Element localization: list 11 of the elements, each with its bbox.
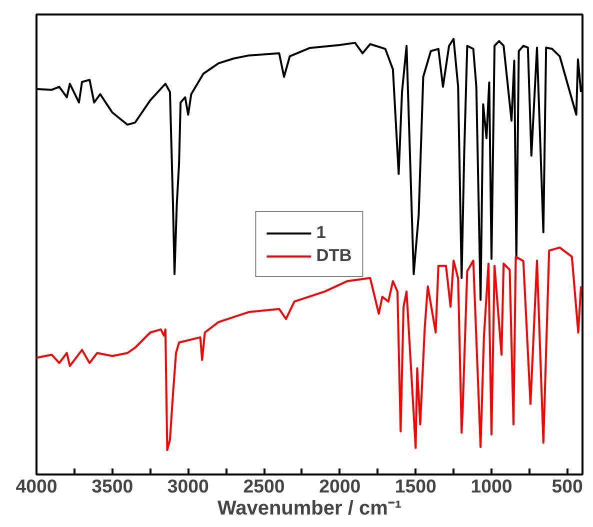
x-tick-label: 1500 [394,476,436,496]
legend-label: DTB [316,245,352,266]
x-axis-title: Wavenumber / cm⁻¹ [217,498,402,520]
x-tick-label: 3000 [167,476,209,496]
x-tick-label: 1000 [470,476,512,496]
x-tick-label: 2500 [243,476,285,496]
x-tick-label: 3500 [92,476,134,496]
legend-label: 1 [316,222,327,243]
x-tick-label: 4000 [16,476,58,496]
x-tick-label: 2000 [319,476,361,496]
x-tick-label: 500 [552,476,583,496]
